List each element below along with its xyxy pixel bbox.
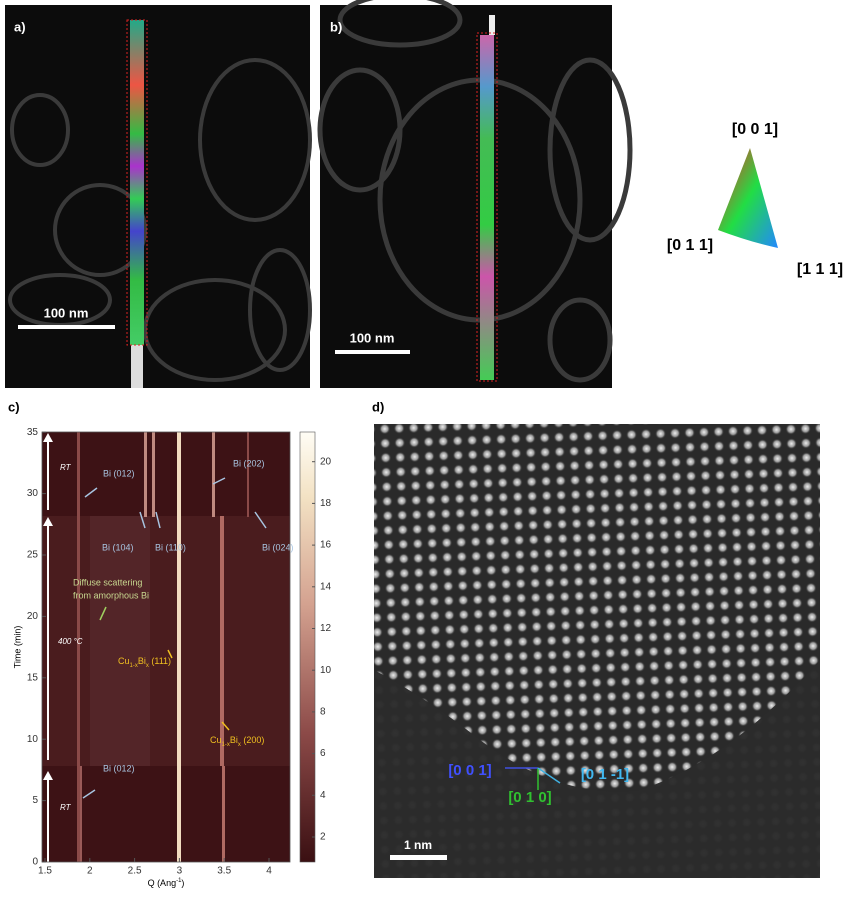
- figure: a) 100 nm b) 100 nm [0 0 1] [0 1 1] [1 1…: [0, 0, 855, 892]
- annotation: 400 °C: [58, 637, 83, 646]
- annotation: Bi (024): [262, 542, 294, 552]
- direction-label: [0 0 1]: [732, 121, 778, 138]
- colorbar-tick-label: 20: [320, 456, 332, 467]
- direction-label: [0 0 1]: [448, 762, 491, 779]
- x-tick-label: 1.5: [38, 866, 52, 877]
- x-tick-label: 2: [87, 866, 93, 877]
- scale-bar-label: 100 nm: [350, 330, 395, 345]
- panel-label: c): [8, 399, 20, 414]
- scale-bar-label: 1 nm: [404, 838, 432, 852]
- panel-label: a): [14, 19, 26, 34]
- y-tick-label: 10: [27, 734, 39, 745]
- panel-d: d) 1 nm [0 0 1] [0 1 0] [0 1 -1]: [372, 399, 820, 878]
- panel-b: b) 100 nm: [320, 0, 630, 388]
- colorbar-tick-label: 6: [320, 748, 326, 759]
- x-tick-label: 3: [177, 866, 183, 877]
- colorbar-tick-label: 14: [320, 581, 332, 592]
- scale-bar-label: 100 nm: [44, 305, 89, 320]
- direction-label: [1 1 1]: [797, 261, 843, 278]
- annotation: Bi (202): [233, 458, 265, 468]
- annotation: Bi (012): [103, 468, 135, 478]
- annotation: Diffuse scattering: [73, 577, 142, 587]
- x-tick-label: 2.5: [128, 866, 142, 877]
- colorbar-tick-label: 12: [320, 623, 332, 634]
- annotation: from amorphous Bi: [73, 590, 149, 600]
- annotation: RT: [60, 803, 72, 812]
- y-axis-title: Time (min): [12, 626, 22, 669]
- annotation: RT: [60, 463, 72, 472]
- annotation: Bi (110): [155, 542, 186, 552]
- direction-label: [0 1 1]: [667, 237, 713, 254]
- colorbar-tick-label: 8: [320, 707, 326, 718]
- y-tick-label: 15: [27, 672, 39, 683]
- annotation: Bi (104): [102, 542, 134, 552]
- panel-label: d): [372, 399, 384, 414]
- y-tick-label: 25: [27, 550, 39, 561]
- x-tick-label: 3.5: [217, 866, 231, 877]
- y-tick-label: 30: [27, 488, 39, 499]
- colorbar-tick-label: 2: [320, 832, 326, 843]
- panel-a: a) 100 nm: [5, 5, 310, 388]
- colorbar-tick-label: 16: [320, 540, 332, 551]
- direction-label: [0 1 -1]: [581, 766, 629, 783]
- y-tick-label: 0: [32, 857, 38, 868]
- orientation-key: [0 0 1] [0 1 1] [1 1 1]: [667, 121, 843, 278]
- colorbar-tick-label: 10: [320, 665, 332, 676]
- y-tick-label: 5: [32, 795, 38, 806]
- x-tick-label: 4: [266, 866, 272, 877]
- colorbar-tick-label: 18: [320, 498, 332, 509]
- colorbar-tick-label: 4: [320, 790, 326, 801]
- annotation: Bi (012): [103, 763, 135, 773]
- y-tick-label: 20: [27, 611, 39, 622]
- panel-c: c) RT RT 400 °C Bi (012) Bi (202) Bi (10…: [8, 399, 315, 888]
- panel-label: b): [330, 19, 342, 34]
- y-tick-label: 35: [27, 427, 39, 438]
- x-axis-title: Q (Ang-1): [148, 878, 185, 889]
- direction-label: [0 1 0]: [508, 789, 551, 806]
